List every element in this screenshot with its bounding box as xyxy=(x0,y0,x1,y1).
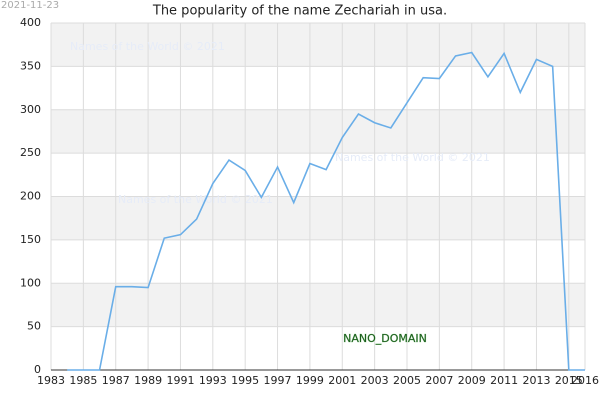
grid-band xyxy=(51,196,585,240)
x-tick-label: 1991 xyxy=(166,374,194,387)
y-tick-label: 300 xyxy=(20,103,41,116)
x-tick-label: 2013 xyxy=(522,374,550,387)
x-tick-label: 2009 xyxy=(458,374,486,387)
y-tick-label: 350 xyxy=(20,59,41,72)
y-tick-label: 0 xyxy=(34,363,41,376)
x-tick-label: 2003 xyxy=(361,374,389,387)
watermark: Names of the World © 2021 xyxy=(70,40,225,53)
x-tick-label: 2001 xyxy=(328,374,356,387)
y-tick-label: 200 xyxy=(20,190,41,203)
y-tick-label: 50 xyxy=(27,320,41,333)
watermark: Names of the World © 2021 xyxy=(118,193,273,206)
watermark: Names of the World © 2021 xyxy=(335,151,490,164)
grid-band xyxy=(51,283,585,327)
x-tick-label: 1997 xyxy=(264,374,292,387)
x-tick-label: 1983 xyxy=(37,374,65,387)
x-tick-label: 2015 xyxy=(555,374,583,387)
date-stamp: 2021-11-23 xyxy=(1,0,59,11)
x-tick-label: 1987 xyxy=(102,374,130,387)
badge: NANO_DOMAIN xyxy=(343,332,427,345)
x-tick-label: 1985 xyxy=(69,374,97,387)
x-tick-label: 1999 xyxy=(296,374,324,387)
x-tick-label: 1989 xyxy=(134,374,162,387)
grid-band xyxy=(51,23,585,67)
x-tick-label: 1993 xyxy=(199,374,227,387)
grid-band xyxy=(51,109,585,154)
x-tick-label: 2016 xyxy=(571,374,599,387)
y-tick-label: 100 xyxy=(20,276,41,289)
y-tick-label: 150 xyxy=(20,233,41,246)
y-tick-label: 400 xyxy=(20,16,41,29)
chart-title: The popularity of the name Zechariah in … xyxy=(152,4,447,19)
x-tick-label: 2007 xyxy=(425,374,453,387)
y-tick-label: 250 xyxy=(20,146,41,159)
x-tick-label: 2011 xyxy=(490,374,518,387)
x-tick-label: 1995 xyxy=(231,374,259,387)
line-series xyxy=(67,51,585,371)
x-tick-label: 2005 xyxy=(393,374,421,387)
